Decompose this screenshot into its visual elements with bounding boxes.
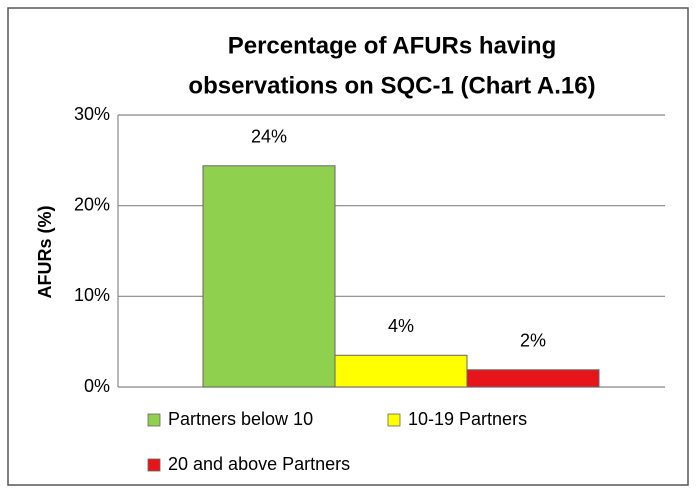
chart-border [7,7,689,486]
y-axis-label: AFURs (%) [35,205,55,298]
y-tick-label: 30% [74,104,110,124]
bar [466,369,600,388]
bar [202,165,336,388]
y-tick-label: 20% [74,194,110,214]
legend-swatch [147,458,161,472]
chart-title: Percentage of AFURs having [228,32,557,59]
data-label: 2% [520,331,546,351]
legend-label: 10-19 Partners [408,409,527,429]
y-tick-label: 10% [74,285,110,305]
chart-title: observations on SQC-1 (Chart A.16) [188,72,595,99]
bar [334,354,468,388]
legend-label: Partners below 10 [168,409,313,429]
legend-swatch [147,413,161,427]
y-tick-label: 0% [84,376,110,396]
legend-swatch [387,413,401,427]
data-label: 24% [251,127,287,147]
legend-label: 20 and above Partners [168,454,350,474]
data-label: 4% [388,316,414,336]
